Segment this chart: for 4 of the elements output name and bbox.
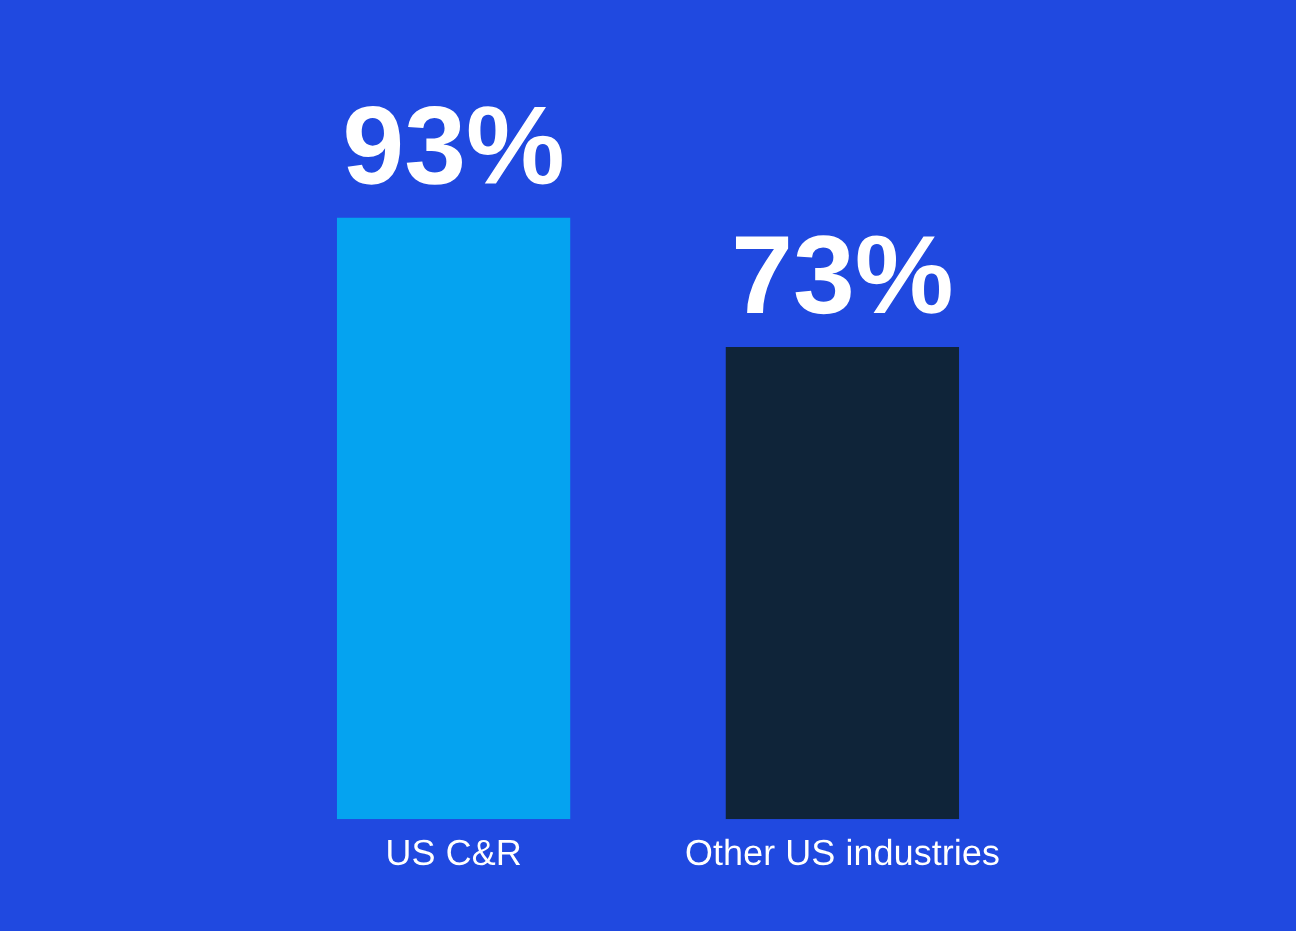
data-label: 93% bbox=[346, 105, 562, 185]
data-label: 73% bbox=[735, 235, 951, 315]
x-tick-label: US C&R bbox=[388, 839, 521, 866]
x-tick-label: Other US industries bbox=[686, 838, 999, 866]
